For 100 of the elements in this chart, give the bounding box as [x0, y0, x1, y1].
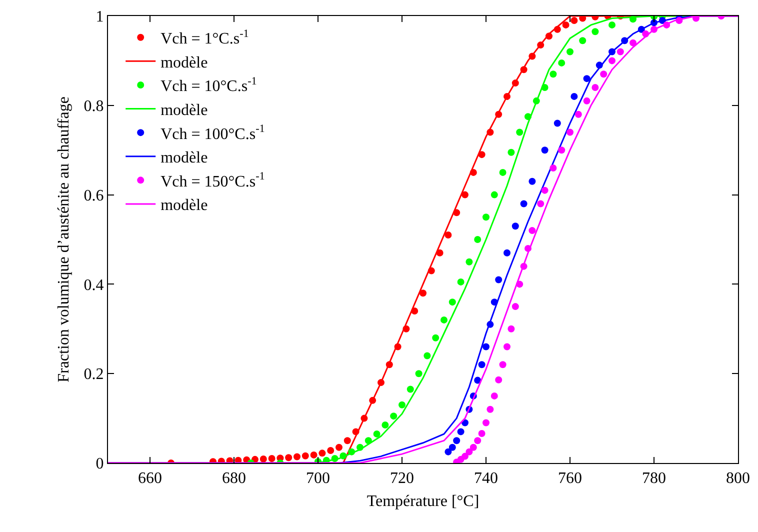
point [520, 200, 528, 208]
point [583, 75, 590, 82]
point [499, 168, 506, 176]
point [302, 452, 309, 460]
point [608, 21, 616, 28]
x-tick-label: 680 [222, 470, 246, 488]
legend-label: modèle [160, 54, 208, 72]
point [537, 200, 544, 208]
legend-label: Vch = 1°C.s$^{-1}$ [160, 28, 249, 48]
point [457, 278, 464, 286]
point [592, 28, 599, 36]
point [566, 48, 574, 56]
point [457, 428, 464, 436]
point [444, 448, 452, 456]
point [630, 39, 636, 46]
point [398, 401, 406, 408]
y-tick-label: 0.2 [84, 366, 104, 384]
point [608, 57, 616, 64]
point [528, 178, 536, 185]
point [390, 412, 398, 420]
point [528, 227, 536, 234]
point [406, 386, 414, 393]
point [579, 37, 586, 44]
point [541, 146, 548, 154]
point [512, 222, 519, 230]
point [310, 451, 318, 458]
point [554, 120, 561, 127]
point [495, 376, 502, 384]
x-tick-label: 740 [474, 470, 498, 488]
point [440, 316, 448, 324]
point [474, 236, 482, 243]
point [382, 422, 389, 429]
point [336, 444, 342, 451]
point [512, 303, 519, 310]
point [504, 249, 510, 256]
point [234, 456, 242, 463]
point [490, 191, 498, 198]
legend-label: modèle [160, 150, 208, 167]
point [508, 325, 515, 332]
point [420, 290, 426, 297]
point [260, 455, 267, 462]
point [550, 70, 557, 78]
point [373, 430, 380, 438]
point [285, 454, 292, 462]
point [448, 444, 456, 451]
legend-label: Vch = 150°C.s$^{-1}$ [160, 170, 265, 190]
y-tick-label: 0.6 [84, 187, 104, 204]
point [499, 361, 506, 368]
point [558, 59, 566, 66]
y-tick-label: 0.8 [84, 98, 104, 115]
point [474, 437, 482, 444]
point [562, 21, 570, 28]
point [570, 16, 578, 24]
point [432, 334, 440, 342]
point [486, 406, 494, 413]
point [466, 448, 473, 456]
point [600, 70, 608, 78]
point [415, 370, 422, 378]
point [470, 444, 477, 451]
point [616, 48, 624, 56]
x-tick-label: 800 [726, 470, 750, 488]
point [574, 110, 582, 118]
point [583, 97, 590, 104]
point [516, 128, 524, 136]
point [495, 276, 502, 284]
point [570, 92, 578, 100]
point [344, 437, 351, 444]
point [462, 452, 468, 460]
x-tick-label: 760 [558, 470, 582, 488]
point [448, 298, 456, 306]
x-tick-label: 700 [306, 470, 330, 488]
point [541, 186, 548, 194]
point [482, 343, 490, 350]
y-axis-title: Fraction volumique d’austénite au chauffage [56, 96, 73, 382]
point [294, 453, 300, 460]
line-series [108, 16, 738, 463]
point [444, 232, 452, 239]
point [327, 446, 334, 454]
point [466, 258, 473, 266]
y-tick-label: 0 [96, 456, 104, 473]
legend-label: modèle [160, 197, 208, 214]
x-tick-label: 780 [642, 470, 666, 488]
y-tick-label: 1 [96, 8, 104, 26]
point [453, 437, 460, 444]
point [550, 164, 557, 172]
legend-label: Vch = 100°C.s$^{-1}$ [160, 123, 265, 143]
point [218, 458, 225, 463]
legend-label: Vch = 10°C.s$^{-1}$ [160, 75, 257, 96]
point [478, 361, 486, 368]
x-axis-title: Température [°C] [366, 492, 480, 510]
point [424, 352, 431, 360]
point [478, 430, 486, 437]
point [462, 191, 468, 198]
point [482, 419, 490, 426]
point [474, 376, 482, 384]
point [318, 450, 326, 457]
point [226, 457, 234, 463]
point [268, 455, 276, 462]
y-tick-label: 0.4 [84, 276, 104, 294]
x-tick-label: 720 [390, 470, 414, 488]
